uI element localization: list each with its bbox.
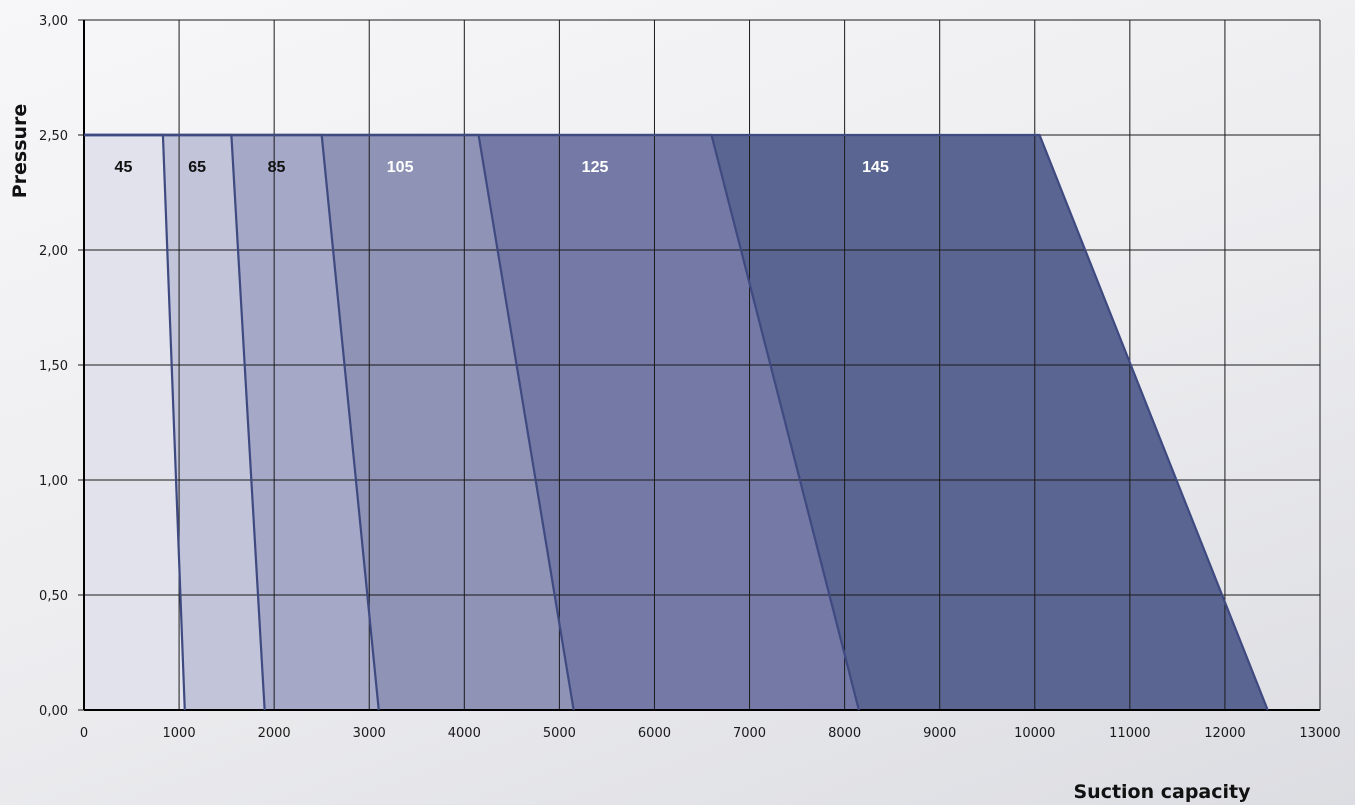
- x-tick-label: 6000: [638, 726, 671, 741]
- x-tick-label: 5000: [543, 726, 576, 741]
- x-axis-title: Suction capacity: [1073, 781, 1251, 803]
- series-edges: [84, 133, 1269, 711]
- y-tick-label: 2,00: [39, 244, 68, 259]
- y-tick-label: 0,00: [39, 704, 68, 719]
- x-tick-label: 13000: [1299, 726, 1340, 741]
- series-edge-45: [84, 133, 186, 711]
- x-axis-ticks: 0 1000 2000 3000 4000 5000 6000 7000 8000 9000 100…: [80, 726, 1341, 741]
- x-tick-label: 12000: [1204, 726, 1245, 741]
- y-axis-ticks: 0,00 0,50 1,00 1,50 2,00 2,50 3,00: [39, 14, 68, 719]
- y-tick-label: 1,00: [39, 474, 68, 489]
- series-labels: 45 65 85 105 125 145: [115, 159, 889, 176]
- y-tick-label: 3,00: [39, 14, 68, 29]
- series-areas: [84, 135, 1268, 710]
- x-tick-label: 9000: [923, 726, 956, 741]
- x-tick-label: 11000: [1109, 726, 1150, 741]
- series-label-45: 45: [115, 159, 133, 176]
- x-tick-label: 7000: [733, 726, 766, 741]
- series-label-85: 85: [268, 159, 286, 176]
- y-axis-title: Pressure: [9, 104, 31, 199]
- x-tick-label: 2000: [258, 726, 291, 741]
- series-label-145: 145: [862, 159, 889, 176]
- series-label-105: 105: [387, 159, 414, 176]
- x-tick-label: 1000: [163, 726, 196, 741]
- series-label-65: 65: [188, 159, 206, 176]
- x-tick-label: 8000: [828, 726, 861, 741]
- y-tick-label: 0,50: [39, 589, 68, 604]
- series-label-125: 125: [582, 159, 609, 176]
- y-tick-label: 1,50: [39, 359, 68, 374]
- x-tick-label: 4000: [448, 726, 481, 741]
- y-tick-label: 2,50: [39, 129, 68, 144]
- x-tick-label: 10000: [1014, 726, 1055, 741]
- series-area-45: [84, 135, 185, 710]
- x-tick-label: 0: [80, 726, 88, 741]
- x-tick-label: 3000: [353, 726, 386, 741]
